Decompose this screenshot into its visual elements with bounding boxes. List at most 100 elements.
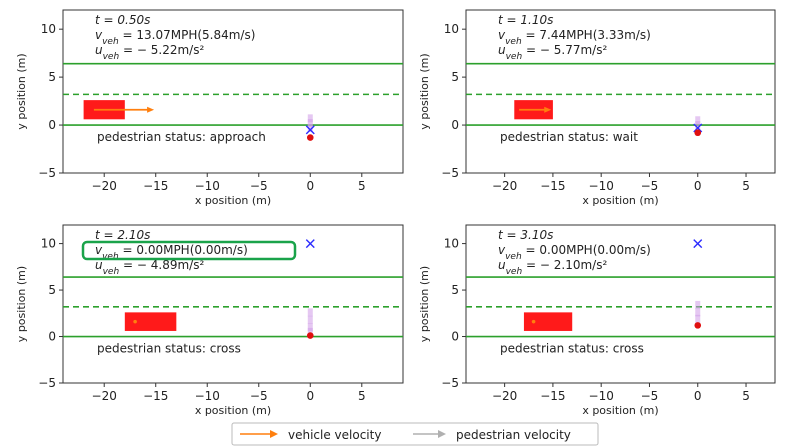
pedestrian-trail-mark	[695, 116, 701, 125]
x-tick-label: 0	[694, 389, 702, 403]
y-tick-label: 0	[48, 118, 56, 132]
y-tick-label: −5	[441, 166, 459, 180]
pedestrian-goal-marker	[693, 239, 703, 249]
pedestrian-trail-mark	[307, 323, 313, 332]
x-tick-label: −10	[589, 179, 614, 193]
pedestrian-marker	[694, 129, 702, 137]
subplot-1: −20 −15 −10 −5 0 5 −5 0 5 10 x position (m) y posit…	[15, 9, 404, 207]
vehicle-speed-annotation: vveh = 0.00MPH(0.00m/s)	[95, 243, 248, 262]
x-tick-label: −15	[143, 389, 168, 403]
time-annotation: t = 2.10s	[95, 228, 150, 242]
pedestrian-trail-mark	[695, 308, 701, 317]
x-tick-label: 0	[306, 179, 314, 193]
pedestrian-goal-marker	[305, 239, 315, 249]
axes-frame	[465, 224, 776, 384]
y-tick-label: 0	[451, 118, 459, 132]
time-annotation: t = 1.10s	[498, 13, 553, 27]
pedestrian-trail-mark	[307, 308, 313, 317]
y-axis-label: y position (m)	[418, 266, 431, 342]
y-tick-label: 10	[41, 22, 56, 36]
y-tick-label: 0	[48, 330, 56, 344]
vehicle-accel-annotation: uveh = − 2.10m/s²	[498, 258, 607, 277]
y-axis-label: y position (m)	[15, 53, 28, 129]
x-axis-label: x position (m)	[195, 404, 271, 417]
pedestrian-trail-mark	[307, 119, 313, 128]
x-tick-label: −20	[492, 389, 517, 403]
highlight-box	[81, 240, 297, 261]
x-tick-label: −10	[195, 389, 220, 403]
x-tick-label: −15	[540, 179, 565, 193]
pedestrian-goal-marker	[305, 125, 315, 135]
x-tick-label: −15	[540, 389, 565, 403]
y-axis-label: y position (m)	[418, 53, 431, 129]
pedestrian-goal-marker	[693, 123, 703, 133]
axes-frame	[62, 9, 404, 174]
x-tick-label: −20	[92, 179, 117, 193]
vehicle-velocity-dot	[133, 319, 137, 324]
subplot-3: −20 −15 −10 −5 0 5 −5 0 5 10 x position (m) y posit…	[15, 224, 404, 417]
legend-vehicle-velocity-label: vehicle velocity	[288, 428, 381, 442]
legend: vehicle velocity pedestrian velocity	[231, 422, 599, 446]
x-tick-label: −5	[641, 179, 659, 193]
pedestrian-status-label: pedestrian status: cross	[500, 342, 644, 356]
vehicle-velocity-arrowhead	[147, 106, 155, 113]
vehicle-speed-annotation: vveh = 0.00MPH(0.00m/s)	[498, 243, 651, 262]
y-tick-label: 10	[41, 237, 56, 251]
time-annotation: t = 3.10s	[498, 228, 553, 242]
vehicle-rect	[523, 312, 573, 331]
x-tick-label: −5	[250, 179, 268, 193]
x-tick-label: 5	[742, 389, 750, 403]
x-tick-label: −5	[250, 389, 268, 403]
x-tick-label: 0	[694, 179, 702, 193]
vehicle-speed-annotation: vveh = 7.44MPH(3.33m/s)	[498, 28, 651, 47]
pedestrian-trail-mark	[307, 315, 313, 324]
pedestrian-trail-mark	[695, 121, 701, 130]
x-axis-label: x position (m)	[582, 404, 658, 417]
x-tick-label: 5	[358, 179, 366, 193]
y-tick-label: 0	[451, 330, 459, 344]
pedestrian-marker	[694, 322, 702, 329]
legend-vehicle-velocity-arrowhead	[270, 430, 278, 438]
y-tick-label: −5	[441, 376, 459, 390]
pedestrian-trail-mark	[307, 114, 313, 123]
time-annotation: t = 0.50s	[95, 13, 150, 27]
pedestrian-marker	[306, 134, 314, 141]
vehicle-speed-annotation: vveh = 13.07MPH(5.84m/s)	[95, 28, 255, 47]
x-tick-label: 0	[306, 389, 314, 403]
pedestrian-status-label: pedestrian status: cross	[97, 342, 241, 356]
x-tick-label: −20	[492, 179, 517, 193]
x-tick-label: −20	[92, 389, 117, 403]
vehicle-velocity-arrowhead	[544, 106, 552, 113]
x-axis-label: x position (m)	[195, 194, 271, 207]
legend-pedestrian-velocity-label: pedestrian velocity	[456, 428, 571, 442]
pedestrian-trail-mark	[695, 314, 701, 323]
x-axis-label: x position (m)	[582, 194, 658, 207]
axes-frame	[62, 224, 404, 384]
vehicle-rect	[124, 312, 177, 331]
pedestrian-trail-mark	[307, 123, 313, 132]
pedestrian-status-label: pedestrian status: approach	[97, 130, 266, 144]
y-tick-label: 10	[444, 22, 459, 36]
y-tick-label: 5	[451, 283, 459, 297]
y-tick-label: 10	[444, 237, 459, 251]
legend-pedestrian-velocity-arrowhead	[438, 430, 446, 438]
x-tick-label: −15	[143, 179, 168, 193]
x-tick-label: 5	[358, 389, 366, 403]
subplot-2: −20 −15 −10 −5 0 5 −5 0 5 10 x position (m) y posit…	[418, 9, 776, 207]
vehicle-velocity-dot	[531, 319, 536, 324]
y-tick-label: 5	[48, 283, 56, 297]
pedestrian-trail-mark	[695, 300, 701, 309]
axes-frame	[465, 9, 776, 174]
vehicle-accel-annotation: uveh = − 4.89m/s²	[95, 258, 204, 277]
pedestrian-trail-mark	[307, 327, 313, 336]
x-tick-label: −5	[641, 389, 659, 403]
y-axis-label: y position (m)	[15, 266, 28, 342]
y-tick-label: −5	[38, 166, 56, 180]
pedestrian-status-label: pedestrian status: wait	[500, 130, 638, 144]
vehicle-accel-annotation: uveh = − 5.77m/s²	[498, 43, 607, 62]
y-tick-label: −5	[38, 376, 56, 390]
y-tick-label: 5	[451, 70, 459, 84]
x-tick-label: 5	[742, 179, 750, 193]
subplot-4: −20 −15 −10 −5 0 5 −5 0 5 10 x position (m) y posit…	[418, 224, 776, 417]
